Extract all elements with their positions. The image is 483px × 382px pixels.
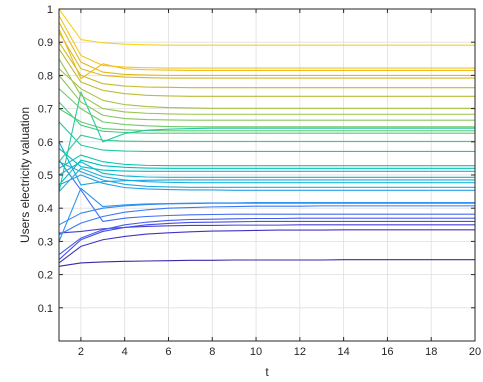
x-tick-label: 8 [209,346,215,358]
series-line [58,159,475,186]
series-line [58,41,475,89]
y-tick-label: 0.3 [38,236,53,248]
series-line [58,68,475,109]
y-tick-label: 0.4 [38,203,53,215]
series-line [58,48,475,97]
y-axis-label: Users electricity valuation [18,107,32,243]
series-line [58,58,475,115]
y-tick-label: 0.8 [38,70,53,82]
x-tick-label: 16 [381,346,393,358]
series-line [58,31,475,79]
series-line [58,75,475,121]
y-tick-label: 0.9 [38,37,53,49]
series-line [58,159,475,223]
series-line [58,15,475,69]
series-line [58,202,475,226]
axis-ticks: 2 4 6 8 10 12 14 16 18 20 0.1 0.2 0.3 0.4 0.5 0.6 0.7 0.8… [38,4,481,358]
series-line [58,205,475,236]
x-tick-label: 10 [250,346,262,358]
x-tick-label: 2 [78,346,84,358]
series-line [58,187,475,242]
x-tick-label: 4 [122,346,128,358]
x-tick-label: 12 [294,346,306,358]
series-line [58,174,475,191]
x-tick-label: 18 [425,346,437,358]
series-line [58,141,475,186]
series-line [58,121,475,152]
series-line [58,259,475,267]
series-lines [58,8,475,267]
series-line [58,28,475,80]
x-tick-label: 20 [469,346,481,358]
series-line [58,229,475,264]
y-tick-label: 0.7 [38,104,53,116]
series-line [58,220,475,261]
series-line [58,148,475,172]
series-line [58,91,475,192]
y-tick-label: 0.6 [38,137,53,149]
series-line [58,88,475,128]
x-tick-label: 14 [338,346,350,358]
y-tick-label: 0.1 [38,303,53,315]
series-line [58,134,475,163]
series-line [58,154,475,169]
y-tick-label: 1 [47,4,53,16]
x-axis-label: t [265,365,269,379]
series-line [58,8,475,46]
series-line [58,217,475,256]
x-tick-label: 6 [165,346,171,358]
series-line [58,108,475,132]
y-tick-label: 0.2 [38,270,53,282]
series-line [58,161,475,178]
y-tick-label: 0.5 [38,170,53,182]
series-line [58,161,475,188]
series-line [58,22,475,76]
